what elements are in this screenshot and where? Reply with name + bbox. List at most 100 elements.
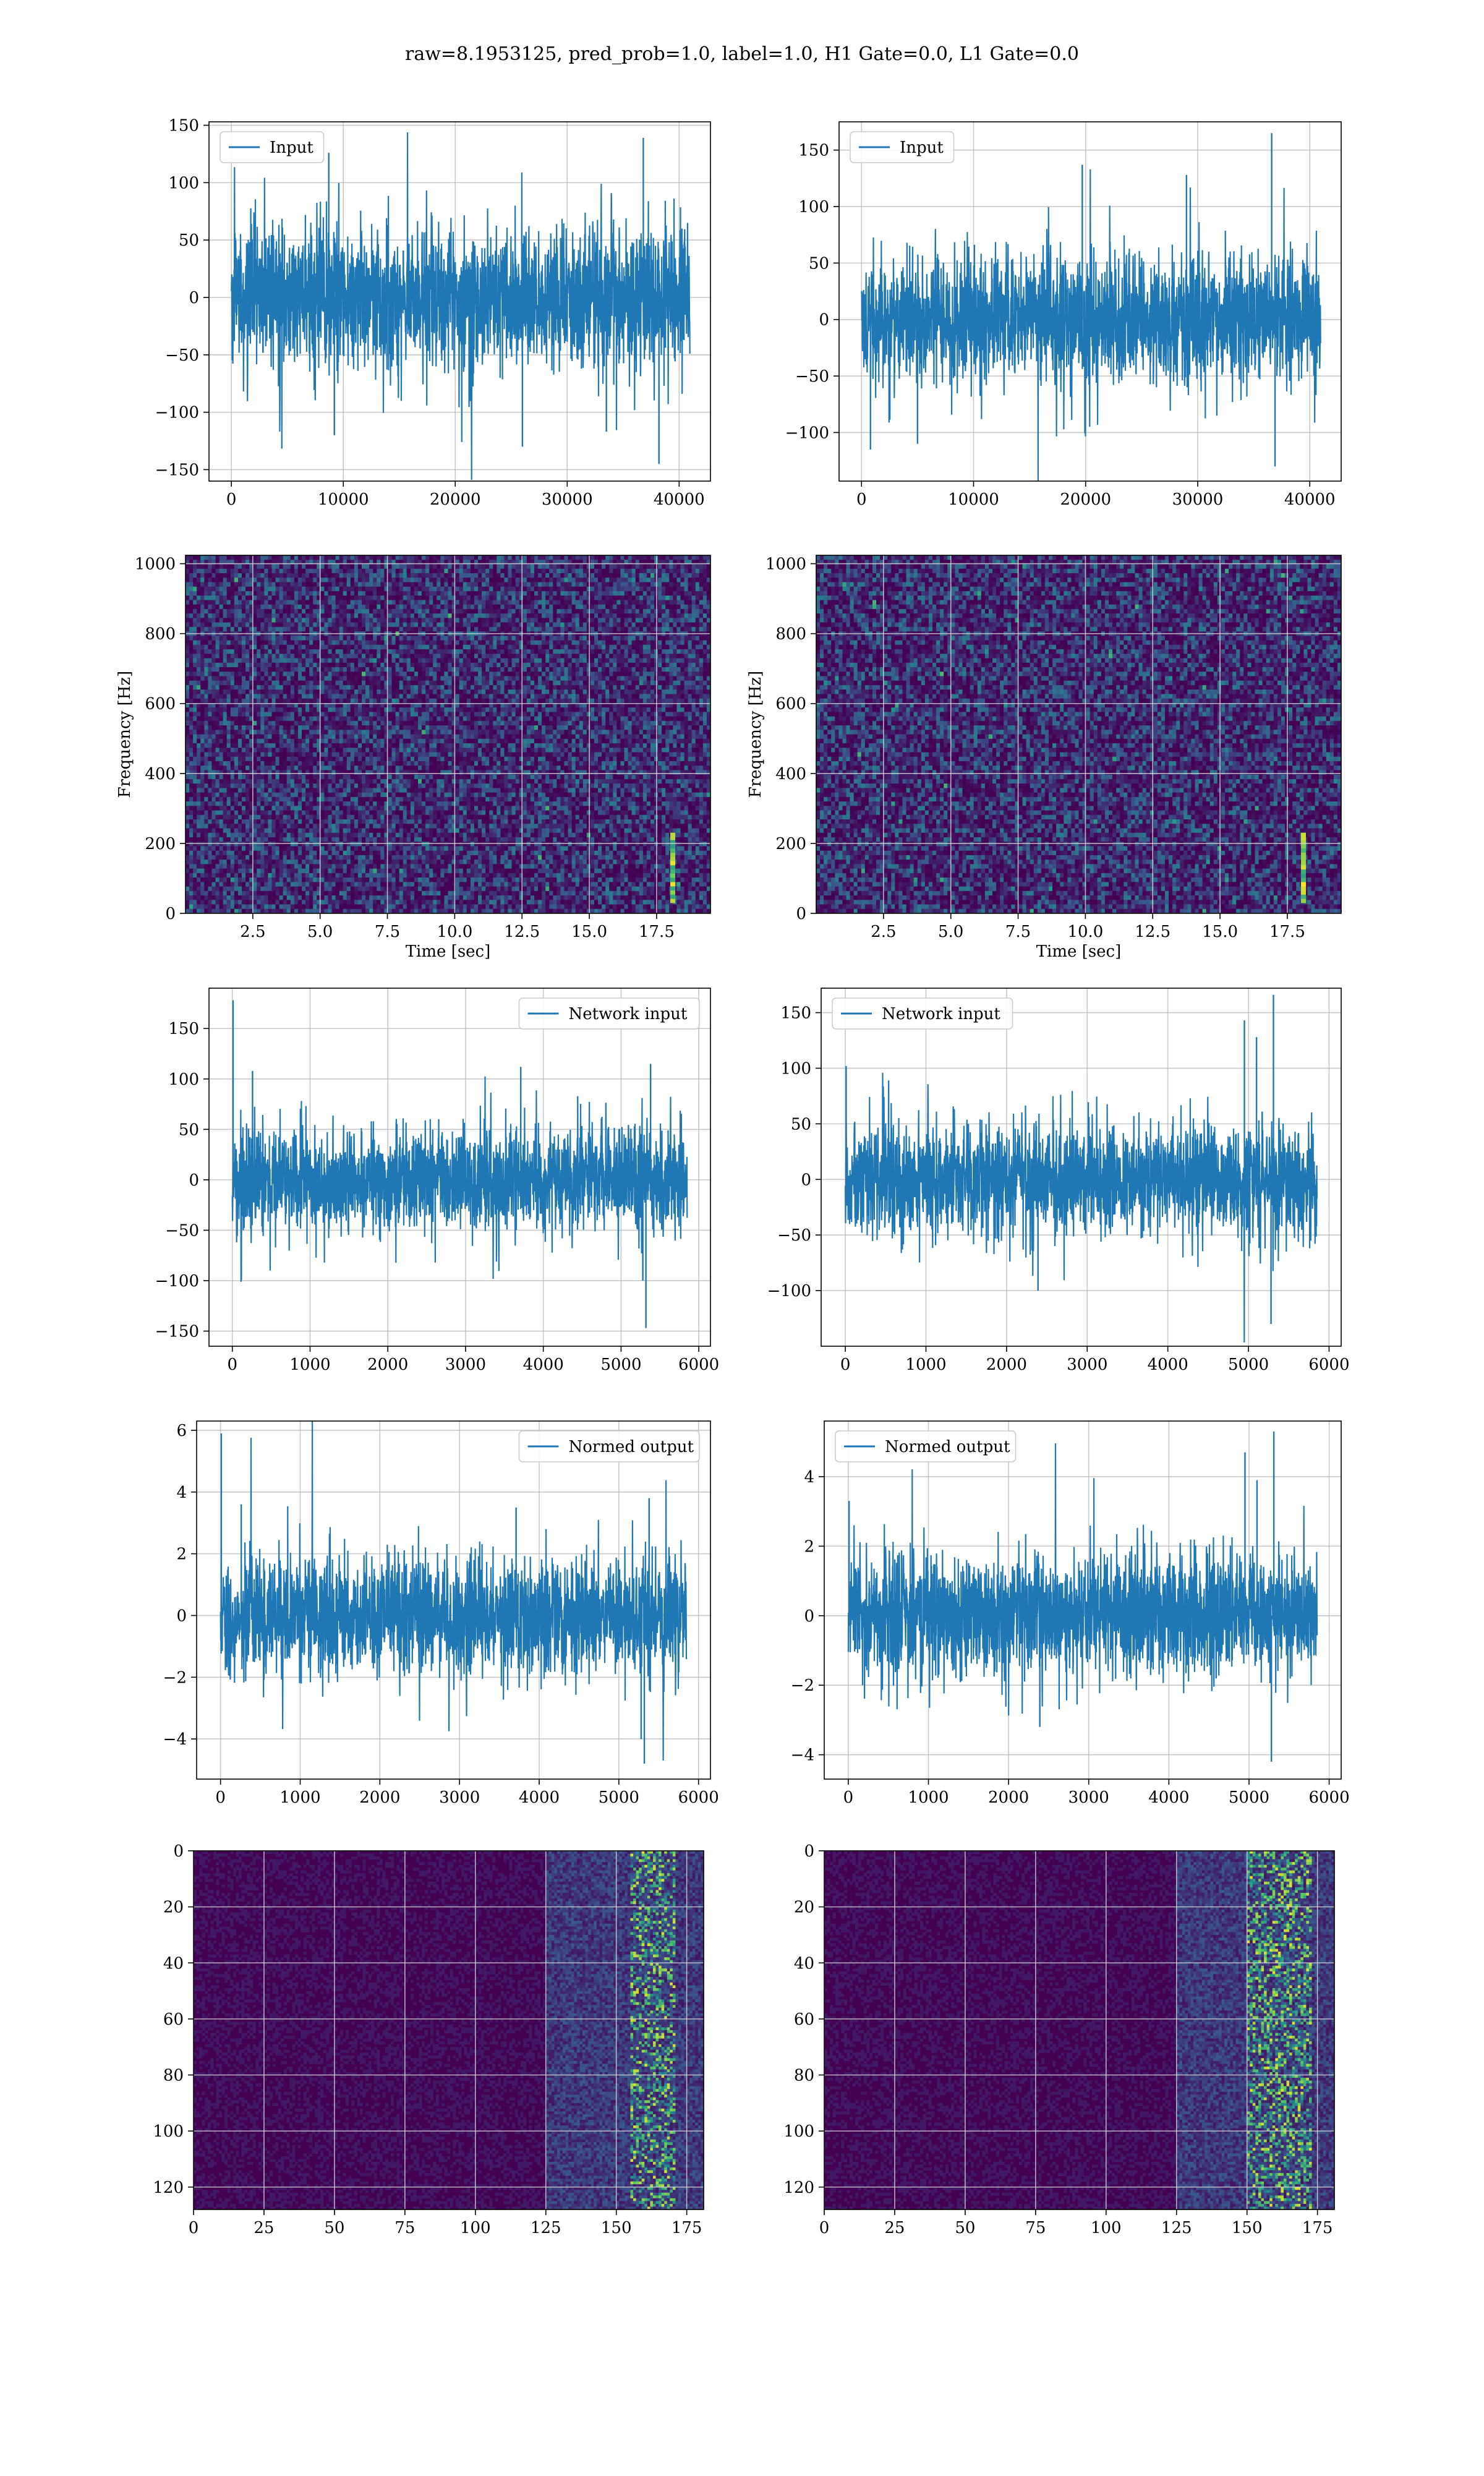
heatmap-cell	[279, 877, 284, 882]
heatmap-cell	[309, 717, 313, 722]
heatmap-cell	[358, 564, 362, 569]
heatmap-cell	[186, 578, 190, 583]
heatmap-cell	[231, 877, 235, 882]
heatmap-cell	[208, 811, 212, 816]
heatmap-cell	[298, 864, 302, 869]
heatmap-cell	[287, 569, 291, 574]
heatmap-cell	[276, 770, 280, 775]
heatmap-cell	[197, 900, 201, 905]
heatmap-cell	[336, 573, 340, 578]
heatmap-cell	[245, 788, 250, 793]
heatmap-cell	[216, 775, 220, 780]
heatmap-cell	[294, 891, 299, 896]
heatmap-cell	[324, 658, 328, 663]
heatmap-cell	[396, 725, 400, 730]
heatmap-cell	[291, 833, 295, 838]
heatmap-cell	[197, 591, 201, 596]
heatmap-cell	[332, 877, 336, 882]
heatmap-cell	[328, 721, 332, 726]
heatmap-cell	[411, 582, 415, 587]
heatmap-cell	[347, 770, 351, 775]
heatmap-cell	[234, 855, 239, 860]
heatmap-cell	[245, 623, 250, 628]
heatmap-cell	[339, 582, 344, 587]
heatmap-cell	[227, 739, 231, 744]
heatmap-cell	[253, 672, 257, 677]
heatmap-cell	[399, 636, 404, 641]
heatmap-cell	[193, 721, 197, 726]
heatmap-cell	[200, 564, 205, 569]
heatmap-cell	[242, 900, 246, 905]
heatmap-cell	[204, 658, 208, 663]
heatmap-cell	[403, 689, 407, 694]
heatmap-cell	[204, 891, 208, 896]
heatmap-cell	[351, 605, 355, 610]
heatmap-cell	[253, 564, 257, 569]
heatmap-cell	[193, 828, 197, 833]
heatmap-cell	[328, 663, 332, 668]
heatmap-cell	[271, 837, 276, 842]
heatmap-cell	[347, 725, 351, 730]
heatmap-cell	[403, 891, 407, 896]
heatmap-cell	[208, 672, 212, 677]
heatmap-cell	[399, 654, 404, 659]
heatmap-cell	[276, 757, 280, 762]
heatmap-cell	[298, 739, 302, 744]
heatmap-cell	[253, 788, 257, 793]
heatmap-cell	[365, 752, 370, 757]
heatmap-cell	[264, 582, 268, 587]
heatmap-cell	[253, 663, 257, 668]
heatmap-cell	[380, 591, 385, 596]
heatmap-cell	[264, 672, 268, 677]
heatmap-cell	[347, 654, 351, 659]
heatmap-cell	[242, 591, 246, 596]
heatmap-cell	[245, 824, 250, 829]
heatmap-cell	[298, 681, 302, 686]
heatmap-cell	[347, 564, 351, 569]
heatmap-cell	[365, 895, 370, 900]
heatmap-cell	[351, 627, 355, 632]
heatmap-cell	[407, 555, 411, 560]
heatmap-cell	[377, 748, 381, 753]
heatmap-cell	[245, 555, 250, 560]
heatmap-cell	[264, 685, 268, 690]
heatmap-cell	[396, 721, 400, 726]
heatmap-cell	[242, 815, 246, 820]
heatmap-cell	[216, 882, 220, 887]
heatmap-cell	[204, 752, 208, 757]
heatmap-cell	[392, 743, 396, 748]
heatmap-cell	[354, 725, 359, 730]
heatmap-cell	[245, 860, 250, 864]
heatmap-cell	[260, 770, 265, 775]
heatmap-cell	[189, 766, 194, 771]
heatmap-cell	[242, 860, 246, 864]
heatmap-cell	[324, 873, 328, 878]
heatmap-cell	[231, 842, 235, 847]
heatmap-cell	[369, 783, 373, 788]
heatmap-cell	[211, 663, 216, 668]
heatmap-cell	[388, 725, 392, 730]
heatmap-cell	[208, 613, 212, 618]
heatmap-cell	[231, 689, 235, 694]
heatmap-cell	[197, 649, 201, 654]
heatmap-cell	[253, 793, 257, 798]
heatmap-cell	[351, 689, 355, 694]
heatmap-cell	[200, 569, 205, 574]
heatmap-cell	[291, 694, 295, 699]
heatmap-cell	[302, 775, 306, 780]
heatmap-cell	[268, 605, 272, 610]
heatmap-cell	[399, 645, 404, 650]
heatmap-cell	[324, 855, 328, 860]
heatmap-cell	[211, 882, 216, 887]
heatmap-cell	[396, 676, 400, 681]
heatmap-cell	[302, 676, 306, 681]
heatmap-cell	[253, 743, 257, 748]
heatmap-cell	[328, 824, 332, 829]
heatmap-cell	[324, 672, 328, 677]
heatmap-cell	[298, 654, 302, 659]
heatmap-cell	[309, 766, 313, 771]
heatmap-cell	[208, 775, 212, 780]
heatmap-cell	[204, 783, 208, 788]
heatmap-cell	[305, 895, 310, 900]
heatmap-cell	[279, 905, 284, 910]
